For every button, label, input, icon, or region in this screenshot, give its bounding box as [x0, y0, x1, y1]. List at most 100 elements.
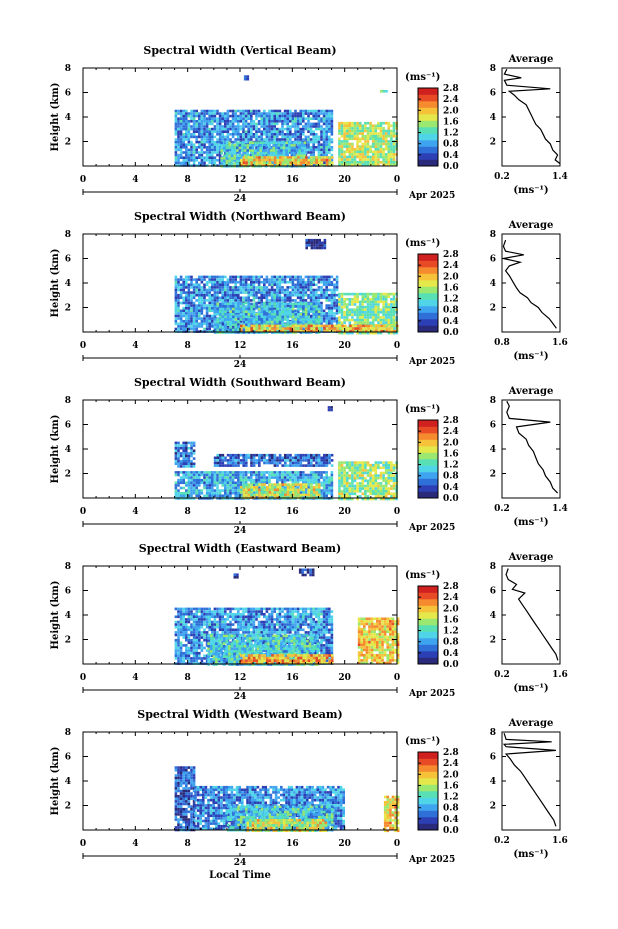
heatmap-cell [333, 278, 336, 281]
heatmap-cell [273, 122, 276, 126]
heatmap-cell [239, 473, 243, 477]
heatmap-cell [213, 280, 217, 284]
heatmap-cell [229, 275, 232, 279]
heatmap-cell [270, 125, 274, 128]
heatmap-cell [185, 127, 188, 131]
heatmap-cell [340, 124, 344, 128]
heatmap-cell [374, 298, 378, 301]
colorbar-frame [417, 87, 439, 167]
heatmap-cell [335, 293, 339, 297]
heatmap-cell [211, 159, 214, 162]
heatmap-cell [234, 461, 238, 465]
heatmap-cell [247, 135, 250, 139]
heatmap-cell [203, 159, 206, 162]
heatmap-cell [285, 146, 288, 150]
heatmap-cell [317, 127, 321, 131]
heatmap-cell [265, 120, 269, 123]
heatmap-cell [323, 244, 327, 247]
heatmap-cell [237, 125, 240, 128]
heatmap-cell [239, 307, 243, 311]
heatmap-cell [358, 155, 362, 159]
heatmap-cell [179, 153, 183, 157]
heatmap-cell [353, 329, 357, 332]
heatmap-cell [230, 149, 234, 152]
heatmap-cell [325, 130, 328, 133]
heatmap-cell [205, 280, 209, 284]
heatmap-cell [187, 140, 191, 144]
heatmap-cell [364, 163, 367, 167]
heatmap-cell [379, 308, 383, 311]
heatmap-cell [384, 137, 388, 141]
heatmap-cell [238, 144, 242, 147]
heatmap-cell [361, 158, 365, 161]
heatmap-cell [388, 327, 391, 330]
heatmap-cell [343, 150, 346, 154]
heatmap-cell [322, 120, 326, 123]
heatmap-cell [250, 313, 253, 316]
heatmap-cell [310, 324, 313, 328]
heatmap-cell [216, 471, 219, 474]
heatmap-cell [252, 473, 256, 477]
heatmap-cell [263, 278, 266, 281]
heatmap-cell [276, 138, 279, 141]
heatmap-cell [182, 449, 185, 453]
heatmap-cell [377, 121, 380, 125]
heatmap-cell [216, 280, 219, 284]
heatmap-cell [250, 456, 253, 460]
heatmap-cell [289, 329, 292, 333]
heatmap-cell [251, 146, 255, 150]
heatmap-cell [254, 162, 257, 165]
heatmap-cell [177, 112, 180, 115]
heatmap-cell [265, 305, 269, 308]
heatmap-cell [331, 327, 334, 330]
heatmap-cell [255, 313, 258, 316]
heatmap-cell [237, 471, 240, 474]
heatmap-cell [286, 286, 289, 289]
x-tick-label: 0 [394, 175, 400, 185]
heatmap-cell [185, 317, 188, 320]
heatmap-cell [271, 164, 274, 167]
heatmap-cell [312, 296, 315, 300]
colorbar: 0.00.40.81.21.62.02.42.8(ms⁻¹) [405, 238, 459, 338]
heatmap-cell [278, 459, 282, 462]
heatmap-cell [296, 122, 300, 126]
heatmap-cell [182, 280, 185, 284]
heatmap-cell [315, 275, 318, 279]
heatmap-cell [211, 296, 214, 300]
heatmap-cell [384, 121, 388, 125]
heatmap-cell [192, 293, 196, 297]
heatmap-cell [392, 147, 396, 151]
heatmap-cell [213, 464, 217, 467]
heatmap-cell [221, 135, 224, 139]
heatmap-cell [185, 457, 188, 460]
heatmap-cell [299, 138, 302, 141]
heatmap-cell [322, 283, 326, 287]
heatmap-cell [297, 324, 300, 328]
heatmap-cell [289, 278, 292, 281]
heatmap-cell [289, 456, 292, 460]
heatmap-cell [263, 324, 266, 328]
heatmap-cell [366, 321, 370, 324]
heatmap-cell [279, 158, 282, 162]
heatmap-cell [323, 464, 326, 467]
heatmap-cell [294, 315, 297, 319]
heatmap-cell [198, 301, 201, 305]
heatmap-cell [325, 324, 329, 328]
heatmap-cell [205, 148, 209, 152]
heatmap-cell [273, 324, 277, 328]
heatmap-cell [283, 122, 287, 126]
heatmap-cell [205, 317, 209, 320]
heatmap-cell [187, 452, 191, 455]
heatmap-cell [312, 140, 315, 144]
heatmap-cell [283, 109, 287, 113]
heatmap-cell [302, 320, 305, 324]
heatmap-cell [273, 329, 277, 333]
heatmap-cell [216, 456, 219, 460]
heatmap-cell [260, 135, 263, 139]
heatmap-cell [286, 275, 289, 279]
heatmap-cell [232, 464, 235, 467]
heatmap-cell [187, 114, 191, 118]
heatmap-cell [309, 280, 313, 284]
heatmap-cell [390, 300, 393, 304]
heatmap-cell [263, 305, 266, 308]
